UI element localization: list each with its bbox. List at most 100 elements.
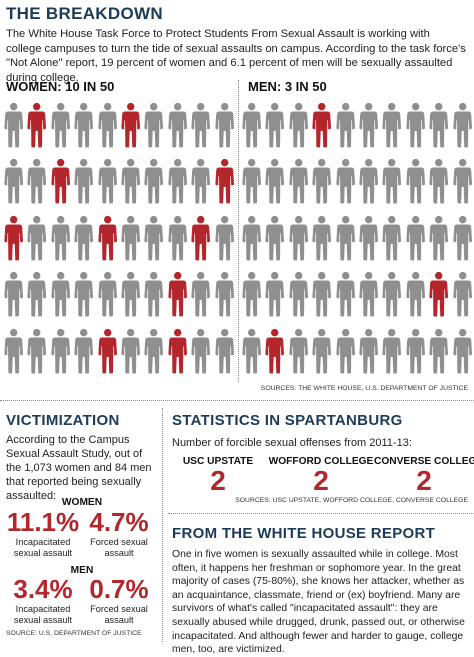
section-divider <box>0 400 474 401</box>
men-person-icon <box>263 266 286 322</box>
women-person-icon <box>213 97 236 153</box>
men-person-icon <box>451 323 474 379</box>
men-person-icon <box>380 266 403 322</box>
women-person-icon <box>189 153 212 209</box>
men-person-icon <box>287 266 310 322</box>
men-person-icon <box>310 153 333 209</box>
men-person-icon <box>334 210 357 266</box>
men-person-icon <box>287 323 310 379</box>
men-forced-label: Forced sexual assault <box>90 604 148 625</box>
women-person-icon-highlighted <box>25 97 48 153</box>
women-person-icon-highlighted <box>96 210 119 266</box>
women-person-icon <box>49 210 72 266</box>
school-value-converse: 2 <box>416 465 432 496</box>
women-person-icon-highlighted <box>49 153 72 209</box>
men-forced-value: 0.7% <box>89 574 149 604</box>
spartanburg-subtitle: Number of forcible sexual offenses from … <box>172 437 412 449</box>
women-forced-value: 4.7% <box>89 507 149 537</box>
men-person-icon <box>357 323 380 379</box>
men-person-icon-highlighted <box>427 266 450 322</box>
school-value-wofford: 2 <box>313 465 329 496</box>
column-divider <box>162 408 163 642</box>
men-person-icon <box>310 323 333 379</box>
men-person-icon <box>240 153 263 209</box>
men-person-icon <box>404 266 427 322</box>
women-person-icon <box>72 323 95 379</box>
men-person-icon <box>404 323 427 379</box>
men-person-icon <box>240 97 263 153</box>
women-person-icon <box>213 323 236 379</box>
women-person-icon <box>96 153 119 209</box>
men-person-icon <box>240 266 263 322</box>
women-person-icon-highlighted <box>2 210 25 266</box>
women-person-icon <box>213 210 236 266</box>
men-person-icon <box>451 266 474 322</box>
women-person-icon <box>49 323 72 379</box>
men-person-icon <box>263 97 286 153</box>
women-person-icon <box>119 153 142 209</box>
victim-men-label: MEN <box>70 565 94 576</box>
women-person-icon <box>25 266 48 322</box>
women-person-icon <box>189 266 212 322</box>
men-person-icon-highlighted <box>310 97 333 153</box>
women-person-icon <box>142 210 165 266</box>
report-title: FROM THE WHITE HOUSE REPORT <box>172 525 436 542</box>
men-person-icon <box>334 266 357 322</box>
women-figure-grid <box>2 97 236 379</box>
women-person-icon <box>142 323 165 379</box>
women-incap-label: Incapacitated sexual assault <box>13 537 73 558</box>
women-person-icon <box>49 97 72 153</box>
women-person-icon-highlighted <box>166 323 189 379</box>
breakdown-intro: The White House Task Force to Protect St… <box>6 28 466 84</box>
men-person-icon <box>427 323 450 379</box>
women-person-icon <box>25 210 48 266</box>
women-person-icon <box>72 210 95 266</box>
school-name-converse: CONVERSE COLLEGE <box>374 456 474 467</box>
women-person-icon-highlighted <box>119 97 142 153</box>
men-figure-grid <box>240 97 474 379</box>
women-person-icon <box>166 153 189 209</box>
men-person-icon <box>380 323 403 379</box>
women-person-icon <box>25 153 48 209</box>
men-person-icon <box>404 210 427 266</box>
men-person-icon <box>287 153 310 209</box>
women-person-icon <box>189 97 212 153</box>
men-person-icon <box>287 97 310 153</box>
men-person-icon <box>357 210 380 266</box>
victimization-source: SOURCE: U.S. DEPARTMENT OF JUSTICE <box>6 630 142 637</box>
women-person-icon <box>213 266 236 322</box>
men-person-icon <box>357 153 380 209</box>
spartanburg-source: SOURCES: USC UPSTATE, WOFFORD COLLEGE, C… <box>235 497 468 504</box>
men-person-icon <box>240 323 263 379</box>
victimization-intro: According to the Campus Sexual Assault S… <box>6 434 152 502</box>
women-person-icon-highlighted <box>213 153 236 209</box>
women-label: WOMEN: 10 IN 50 <box>6 79 115 94</box>
men-incap-value: 3.4% <box>13 574 73 604</box>
men-person-icon <box>451 210 474 266</box>
women-person-icon <box>119 266 142 322</box>
women-person-icon <box>96 266 119 322</box>
school-value-usc-upstate: 2 <box>210 465 226 496</box>
women-person-icon-highlighted <box>96 323 119 379</box>
women-person-icon <box>2 97 25 153</box>
women-person-icon-highlighted <box>166 266 189 322</box>
breakdown-divider <box>238 80 239 382</box>
women-person-icon <box>2 153 25 209</box>
women-incap-value: 11.1% <box>6 507 80 537</box>
men-person-icon <box>380 153 403 209</box>
men-person-icon <box>357 97 380 153</box>
women-person-icon <box>142 97 165 153</box>
women-person-icon <box>189 323 212 379</box>
women-person-icon <box>119 323 142 379</box>
men-person-icon <box>427 97 450 153</box>
men-person-icon <box>380 210 403 266</box>
women-person-icon <box>72 97 95 153</box>
men-person-icon <box>334 323 357 379</box>
victim-women-label: WOMEN <box>61 497 103 508</box>
women-person-icon <box>142 266 165 322</box>
women-forced-label: Forced sexual assault <box>90 537 148 558</box>
men-person-icon <box>380 97 403 153</box>
men-incap-label: Incapacitated sexual assault <box>13 604 73 625</box>
women-person-icon <box>49 266 72 322</box>
spartanburg-title: STATISTICS IN SPARTANBURG <box>172 412 403 429</box>
